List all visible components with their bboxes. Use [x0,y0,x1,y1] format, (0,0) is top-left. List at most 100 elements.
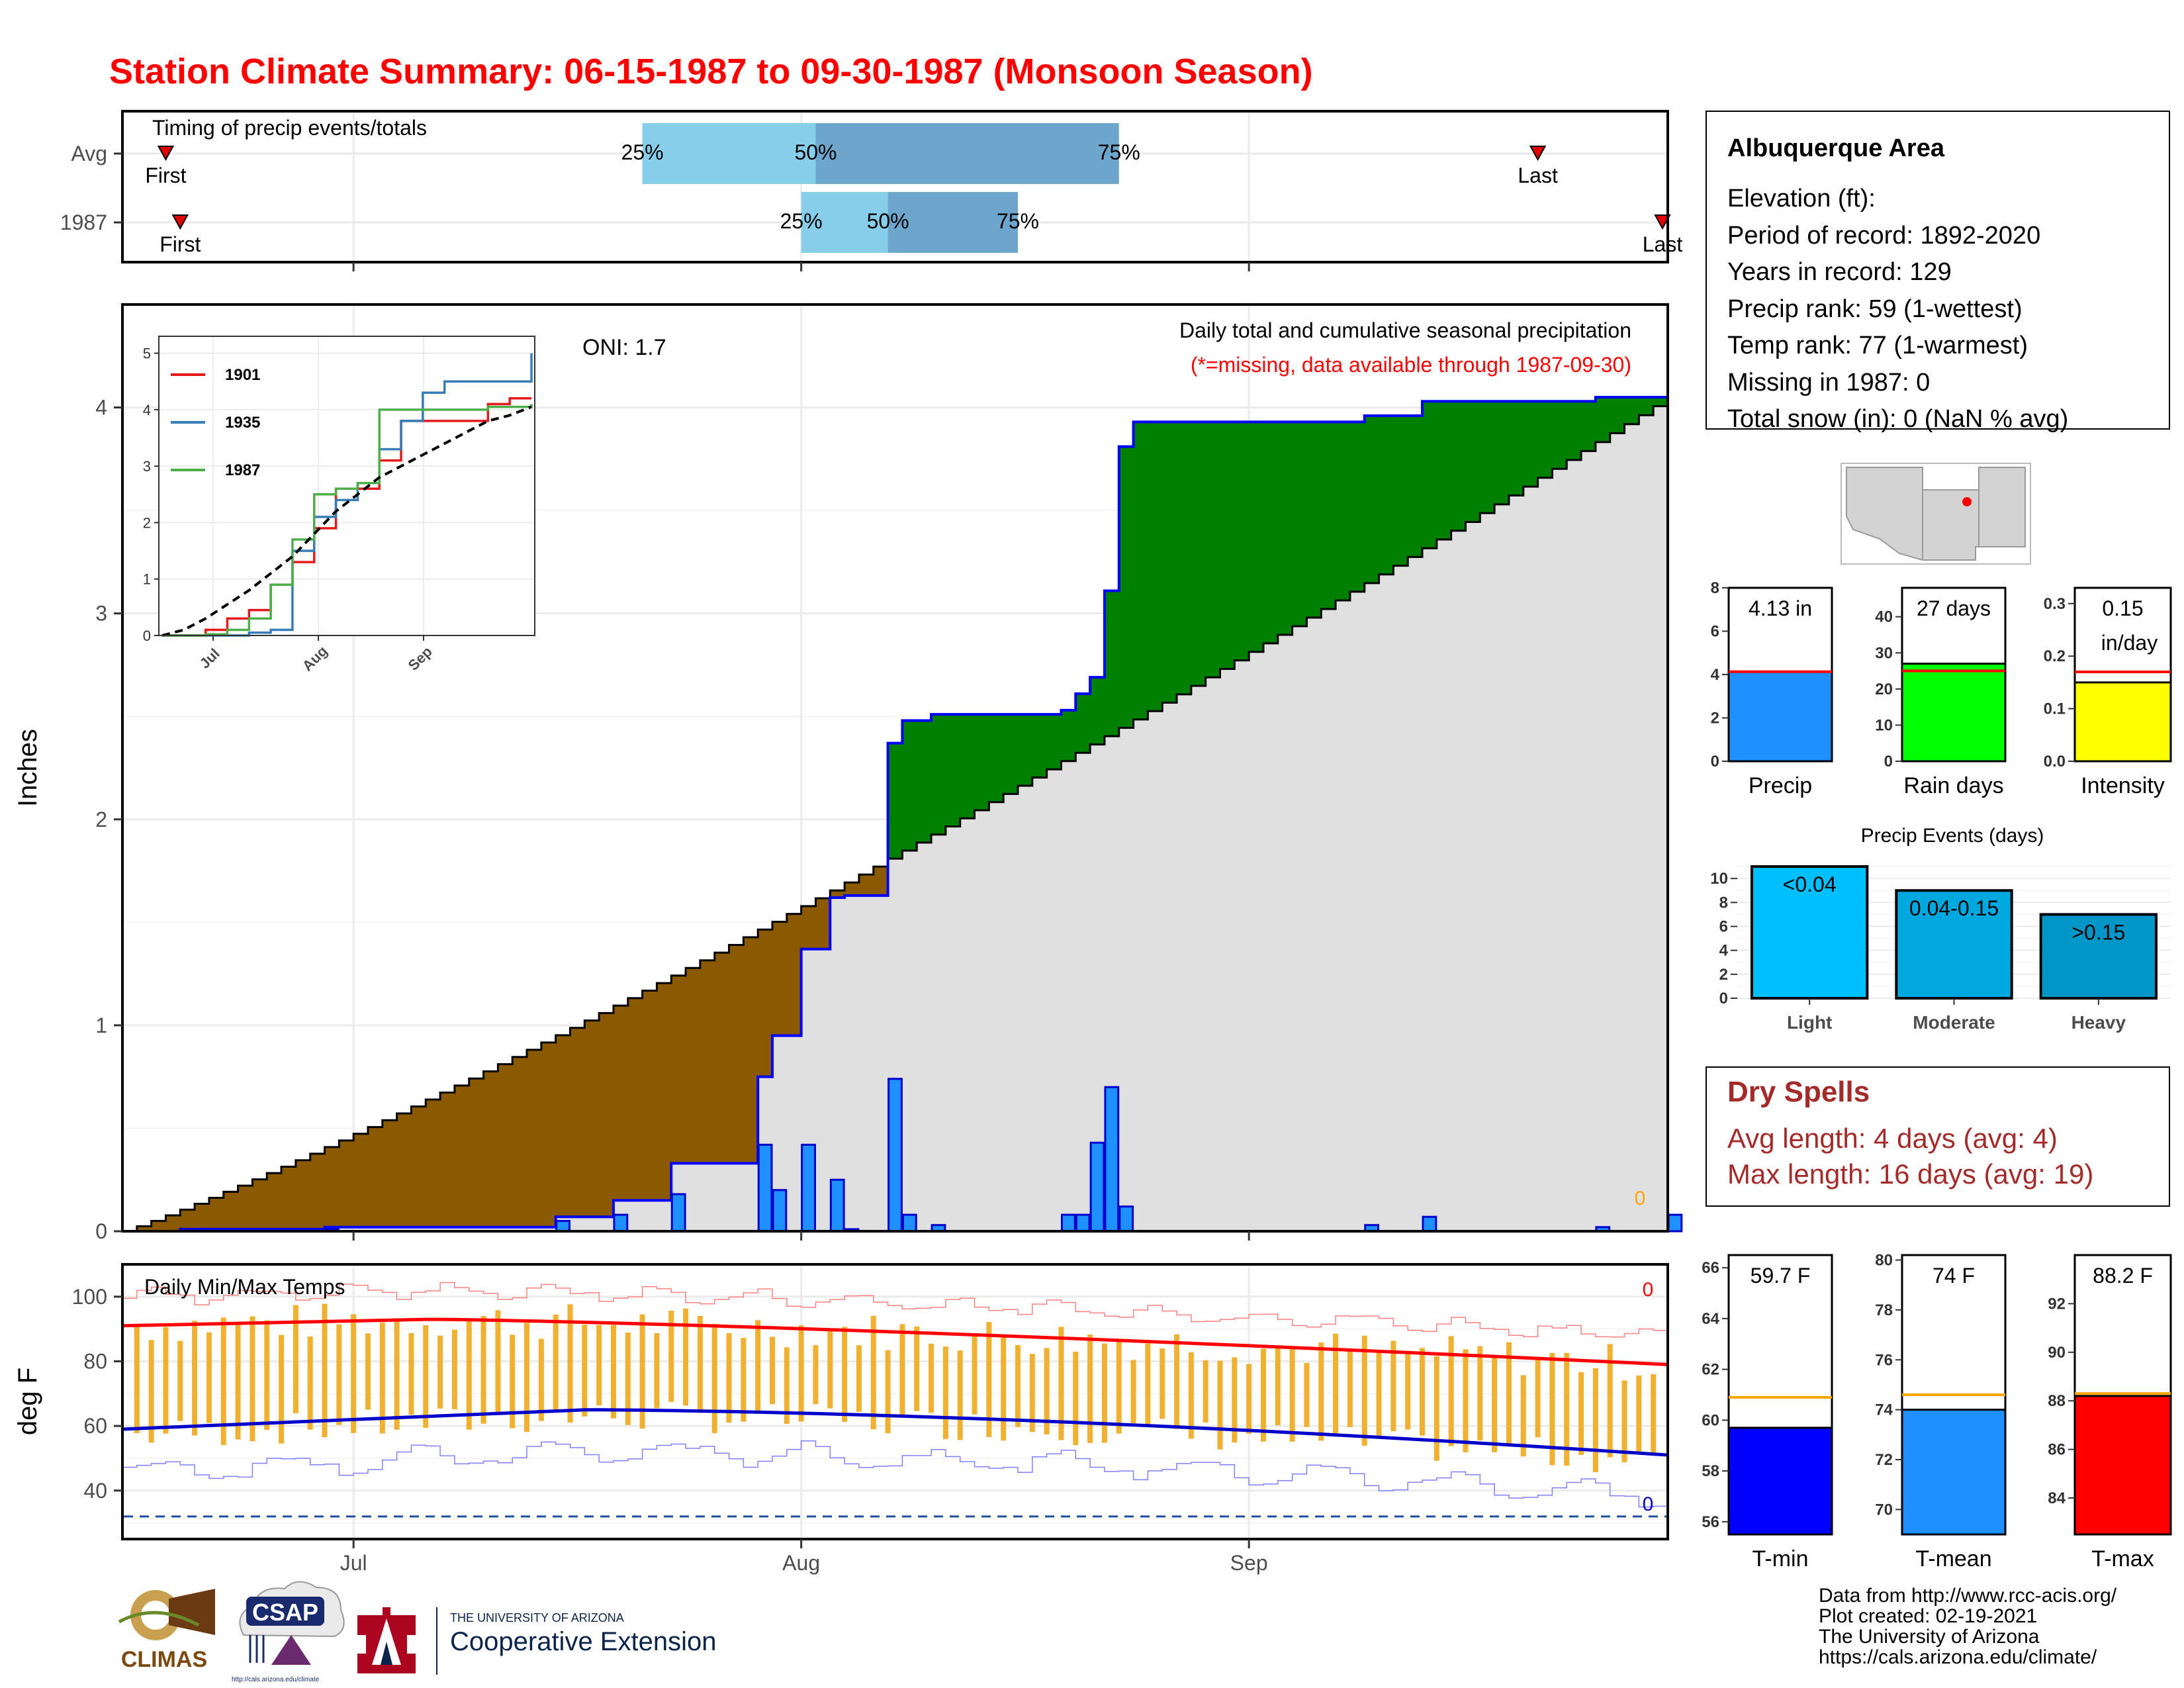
credit-data-source: Data from http://www.rcc-acis.org/ [1819,1585,2117,1607]
inset-ytick-label: 4 [143,402,151,418]
precip-ytick-label: 2 [95,808,107,831]
daily-temp-range-bar [1217,1360,1223,1450]
daily-temp-range-bar [625,1333,631,1425]
surplus-strip [1191,422,1206,686]
daily-temp-range-bar [596,1325,602,1406]
summary-ytick-label: 20 [1875,680,1893,698]
temp-ytick-label: 60 [83,1414,107,1438]
summary-ytick-label: 84 [2048,1489,2066,1507]
surplus-strip [1451,401,1467,531]
surplus-strip [1306,422,1322,618]
deficit-strip [743,937,758,1164]
surplus-strip [945,714,961,827]
temp-xtick-label: Jul [340,1551,367,1575]
daily-precip-bar [801,1143,816,1233]
daily-temp-range-bar [1160,1348,1165,1419]
surplus-strip [1220,422,1235,669]
timing-row-label: Avg [71,142,107,165]
deficit-strip [483,1071,498,1227]
daily-precip-bar [555,1219,570,1233]
station-precip-rank: Precip rank: 59 (1-wettest) [1727,295,2023,323]
daily-temp-range-bar [1361,1335,1367,1446]
summary-ytick-label: 8 [1711,579,1719,597]
surplus-strip [1639,397,1654,416]
summary-ytick-label: 74 [1875,1401,1893,1419]
timing-first-label: First [145,164,186,187]
csap-logo-url: http://cals.arizona.edu/climate [232,1676,320,1683]
rain-days-summary-chart: 0 10 20 30 40 27 days Rain days [1875,586,2007,798]
daily-temp-range-bar [1260,1348,1266,1442]
summary-category-label: T-mean [1915,1546,1991,1571]
station-name: Albuquerque Area [1727,134,1945,162]
inset-series-1935 [162,353,533,637]
inset-ytick-label: 2 [143,514,151,531]
summary-ytick-label: 0.3 [2044,595,2066,613]
surplus-strip [1032,714,1048,778]
daily-temp-range-bar [1246,1364,1252,1434]
daily-temp-range-bar [1405,1350,1411,1430]
surplus-strip [1118,446,1134,728]
daily-precip-bar [829,1178,845,1233]
summary-ytick-label: 30 [1875,644,1893,662]
deficit-strip [844,882,860,896]
daily-temp-range-bar [798,1325,804,1422]
daily-temp-range-bar [1116,1341,1122,1434]
daily-temp-range-bar [1376,1351,1382,1438]
daily-precip-bar [613,1213,629,1233]
surplus-strip [960,714,976,819]
daily-temp-range-bar [1289,1346,1295,1442]
inset-chart: 0 1 2 3 4 5 Jul Aug Sep 1901 1935 1987 [143,336,535,675]
surplus-strip [1349,422,1365,592]
deficit-strip [469,1078,484,1227]
inset-xtick-label: Jul [197,645,223,672]
daily-temp-range-bar [827,1331,833,1409]
events-ytick-label: 6 [1719,917,1728,935]
deficit-strip [815,898,831,949]
daily-temp-range-bar [899,1324,905,1417]
daily-temp-range-bar [842,1327,848,1422]
events-category-label: Light [1787,1012,1832,1033]
surplus-strip [1321,422,1336,610]
daily-temp-range-bar [639,1314,645,1429]
daily-temp-range-bar [1578,1372,1584,1455]
summary-category-label: Rain days [1903,773,2003,798]
surplus-strip [1177,422,1192,694]
daily-temp-range-bar [1592,1368,1598,1473]
inset-legend-label: 1987 [225,461,260,479]
temp-panel-label: Daily Min/Max Temps [144,1275,345,1299]
daily-temp-range-bar [1535,1360,1541,1438]
surplus-strip [1422,401,1437,549]
surplus-strip [1436,401,1452,539]
timing-first-marker [157,146,175,162]
station-snow: Total snow (in): 0 (NaN % avg) [1727,405,2068,433]
surplus-strip [1624,397,1639,424]
summary-ytick-label: 66 [1702,1259,1719,1277]
surplus-strip [1234,422,1250,661]
daily-temp-range-bar [1275,1345,1281,1426]
deficit-strip [686,968,701,1164]
daily-temp-range-bar [220,1317,226,1446]
deficit-strip [786,914,802,1036]
surplus-strip [1249,422,1264,652]
timing-last-marker [1654,214,1671,230]
daily-temp-range-bar [770,1336,776,1405]
daily-temp-range-bar [148,1340,154,1443]
surplus-strip [1610,397,1625,434]
csap-logo-text: CSAP [252,1599,318,1626]
precip-ytick-label: 0 [95,1219,107,1243]
deficit-strip [541,1042,557,1227]
events-ytick-label: 4 [1719,942,1729,960]
dry-spells-max: Max length: 16 days (avg: 19) [1727,1158,2093,1190]
daily-temp-range-bar [192,1321,198,1436]
inset-legend-label: 1935 [225,414,260,432]
precip-ytick-label: 1 [95,1013,107,1037]
daily-temp-range-bar [206,1332,212,1423]
daily-temp-range-bar [582,1325,588,1417]
surplus-strip [1336,422,1351,600]
timing-label-p25: 25% [621,140,664,164]
daily-temp-range-bar [394,1318,400,1430]
surplus-strip [1508,401,1524,496]
deficit-strip [858,874,874,896]
daily-precip-bar [1667,1213,1683,1233]
daily-precip-bar [1060,1213,1076,1233]
